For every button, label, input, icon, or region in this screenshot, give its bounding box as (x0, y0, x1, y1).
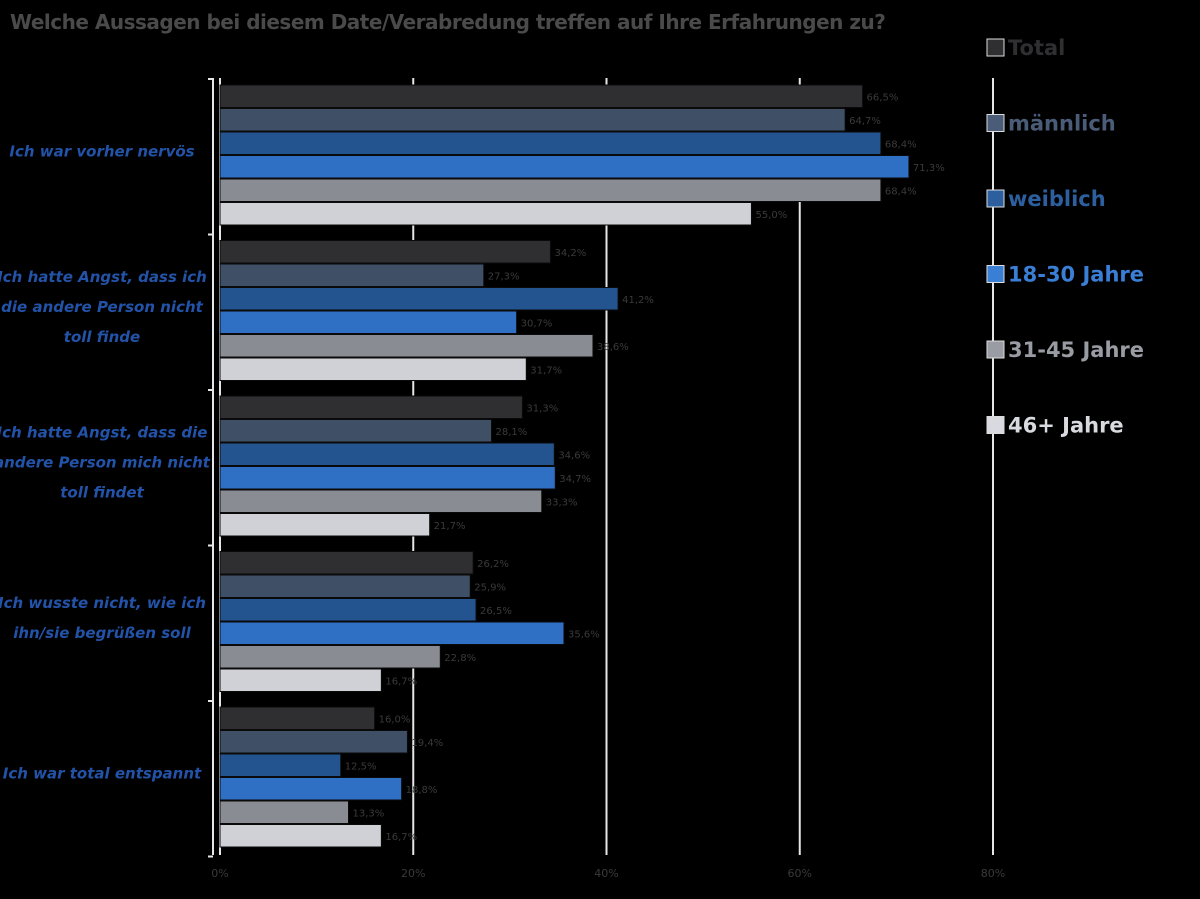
category-label: Ich war vorher nervös (9, 143, 194, 161)
x-tick-label: 40% (594, 867, 618, 880)
category-label: Ich hatte Angst, dass die andere Person m… (0, 424, 211, 502)
bar-5-5 (219, 800, 350, 824)
legend-label: Total (1008, 36, 1065, 60)
x-tick-label: 20% (401, 867, 425, 880)
x-tick-label: 0% (211, 867, 228, 880)
data-label: 16,7% (385, 832, 417, 843)
bar-2-3 (219, 287, 619, 311)
legend-swatch (986, 340, 1005, 359)
legend-swatch (986, 38, 1005, 57)
data-label: 18,8% (406, 785, 438, 796)
legend: Total männlich weiblich 18-30 Jahre 31-45 Ja… (986, 36, 1144, 438)
legend-label: 31-45 Jahre (1008, 338, 1144, 362)
legend-label: weiblich (1008, 187, 1106, 211)
data-label: 33,3% (546, 497, 578, 508)
bar-5-6 (219, 824, 382, 848)
data-label: 22,8% (444, 653, 476, 664)
bar-4-2 (219, 574, 471, 598)
data-label: 25,9% (474, 582, 506, 593)
data-label: 34,2% (554, 248, 586, 259)
data-label: 26,5% (480, 606, 512, 617)
data-label: 12,5% (345, 761, 377, 772)
bar-5-2 (219, 730, 408, 754)
legend-swatch (986, 189, 1005, 208)
bar-2-1 (219, 240, 551, 264)
bar-1-1 (219, 84, 864, 108)
bar-3-4 (219, 466, 556, 490)
data-label: 71,3% (913, 163, 945, 174)
bar-3-6 (219, 513, 431, 537)
data-label: 35,6% (568, 629, 600, 640)
data-label: 16,0% (379, 714, 411, 725)
data-label: 55,0% (755, 210, 787, 221)
bar-2-5 (219, 334, 594, 358)
data-label: 41,2% (622, 295, 654, 306)
x-tick-label: 80% (981, 867, 1005, 880)
bar-3-5 (219, 489, 543, 513)
data-label: 27,3% (488, 271, 520, 282)
data-label: 68,4% (885, 186, 917, 197)
bar-4-4 (219, 621, 565, 645)
x-tick-label: 60% (788, 867, 812, 880)
data-label: 66,5% (867, 92, 899, 103)
bar-2-6 (219, 357, 527, 381)
bar-1-6 (219, 202, 752, 226)
data-label: 68,4% (885, 139, 917, 150)
legend-swatch (986, 416, 1005, 434)
legend-label: 18-30 Jahre (1008, 263, 1144, 287)
category-label: Ich wusste nicht, wie ich ihn/sie begrüße… (0, 594, 206, 642)
data-label: 26,2% (477, 559, 509, 570)
bar-1-5 (219, 178, 882, 202)
legend-label: männlich (1008, 112, 1116, 136)
data-label: 13,3% (353, 808, 385, 819)
bar-1-2 (219, 108, 846, 132)
legend-swatch (986, 265, 1005, 283)
bar-2-4 (219, 310, 518, 334)
legend-swatch (986, 114, 1005, 132)
bar-1-4 (219, 155, 910, 179)
data-label: 30,7% (521, 318, 553, 329)
bar-1-3 (219, 131, 882, 155)
bar-2-2 (219, 263, 485, 287)
chart-title: Welche Aussagen bei diesem Date/Verabred… (10, 10, 886, 34)
bar-3-3 (219, 442, 555, 466)
category-label: Ich war total entspannt (3, 765, 202, 783)
data-label: 34,7% (559, 474, 591, 485)
data-label: 38,6% (597, 342, 629, 353)
data-label: 16,7% (385, 676, 417, 687)
data-label: 31,3% (526, 403, 558, 414)
bar-3-1 (219, 395, 523, 419)
category-label: Ich hatte Angst, dass ich die andere Pers… (0, 268, 207, 346)
bars (219, 84, 910, 848)
data-label: 28,1% (496, 427, 528, 438)
bar-4-1 (219, 551, 474, 575)
bar-5-4 (219, 777, 403, 801)
bar-5-3 (219, 753, 342, 777)
data-label: 34,6% (558, 450, 590, 461)
bar-4-6 (219, 668, 382, 692)
bar-4-5 (219, 645, 441, 669)
data-label: 31,7% (530, 365, 562, 376)
bar-3-2 (219, 419, 493, 443)
legend-label: 46+ Jahre (1008, 414, 1124, 438)
x-axis-ticks: 0% 20% 40% 60% 80% (211, 867, 1005, 880)
value-labels: 66,5% 64,7% 68,4% 71,3% 68,4% 55,0% 34,2% 27,3%… (345, 92, 945, 843)
data-label: 21,7% (434, 521, 466, 532)
bar-5-1 (219, 706, 376, 730)
bar-4-3 (219, 598, 477, 622)
data-label: 64,7% (849, 116, 881, 127)
category-labels: Ich war vorher nervös Ich hatte Angst, da… (0, 143, 211, 783)
data-label: 19,4% (411, 738, 443, 749)
